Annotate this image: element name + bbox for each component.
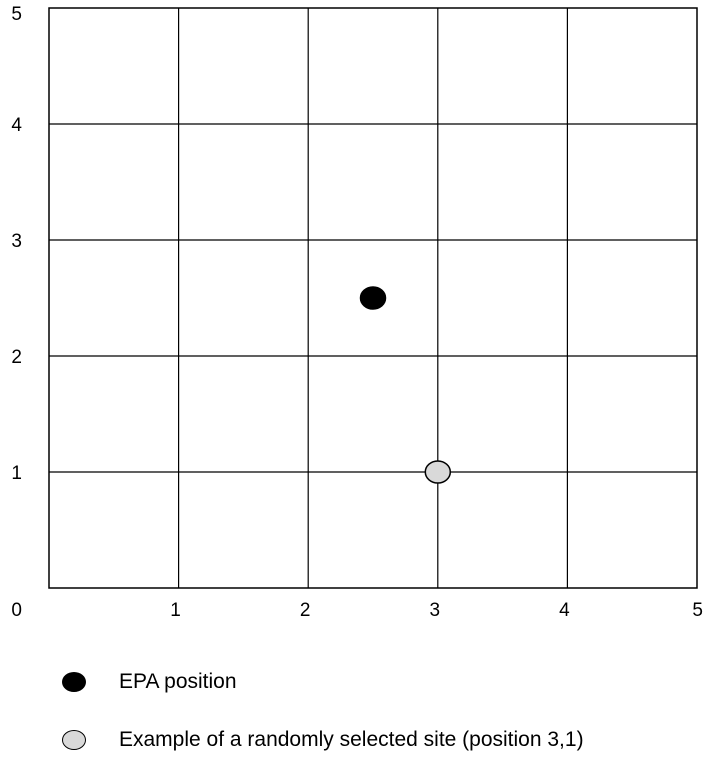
legend-label-random-site: Example of a randomly selected site (pos… [119,728,584,751]
legend-marker-random-site [62,730,86,750]
point-series-1-0 [424,460,452,484]
origin-label: 0 [11,600,22,621]
y-tick-label-4: 4 [11,115,22,136]
legend-item-random-site: Example of a randomly selected site (pos… [62,722,702,758]
x-tick-label-5: 5 [692,600,703,621]
chart: 1 2 3 4 5 1 2 3 4 5 0 [11,4,703,621]
grid-lines [49,8,697,588]
legend: EPA position Example of a randomly selec… [62,664,702,780]
tick-labels: 1 2 3 4 5 1 2 3 4 5 0 [11,4,703,621]
legend-marker-epa-position [62,672,86,692]
legend-item-epa-position: EPA position [62,664,702,700]
y-tick-label-3: 3 [11,231,22,252]
x-tick-label-3: 3 [430,600,441,621]
data-points [359,286,452,484]
y-tick-label-1: 1 [11,463,22,484]
y-tick-label-2: 2 [11,347,22,368]
plot-frame [48,7,698,589]
x-tick-label-1: 1 [170,600,181,621]
point-series-0-0 [359,286,387,310]
legend-label-epa-position: EPA position [119,670,237,693]
x-tick-label-2: 2 [300,600,311,621]
y-tick-label-5: 5 [11,4,22,25]
x-tick-label-4: 4 [559,600,570,621]
